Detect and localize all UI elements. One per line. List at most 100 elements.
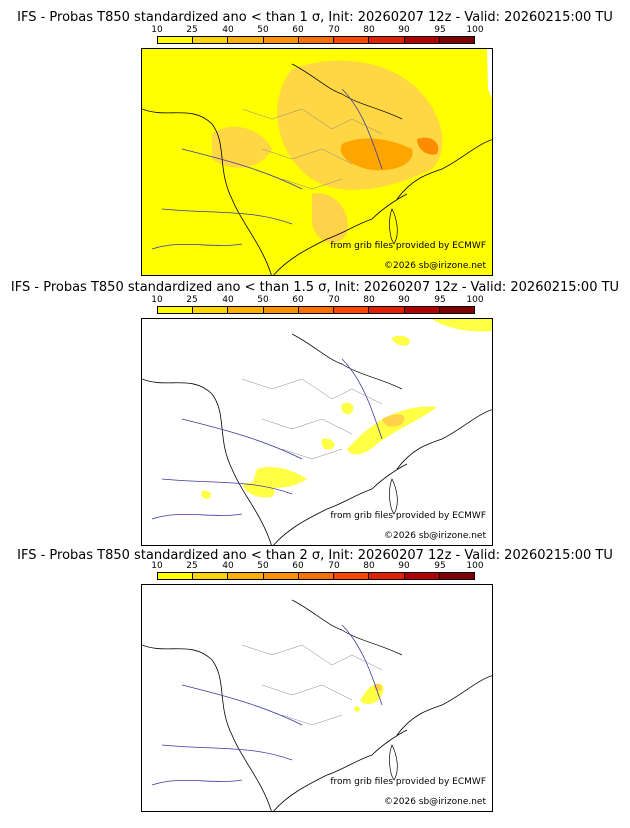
scale-swatch: [369, 307, 405, 313]
map-background: [142, 585, 492, 811]
copyright-credit: ©2026 sb@irizone.net: [384, 797, 486, 807]
border-line: [291, 599, 403, 656]
copyright-credit: ©2026 sb@irizone.net: [384, 261, 486, 271]
scale-swatch: [298, 307, 335, 313]
probability-25-area: [382, 414, 405, 427]
probability-25-area: [212, 126, 272, 168]
scale-tick: 80: [363, 561, 375, 571]
probability-10-area: [252, 467, 307, 489]
map-panel-3: IFS - Probas T850 standardized ano < tha…: [0, 546, 630, 822]
department-border: [241, 378, 383, 460]
scale-swatch: [369, 37, 405, 43]
scale-swatch: [193, 573, 229, 579]
probability-10-area: [354, 706, 360, 712]
coastline: [273, 463, 408, 545]
department-border: [241, 644, 383, 726]
no-data-area: [487, 49, 492, 99]
scale-tick: 95: [434, 561, 446, 571]
scale-tick: 50: [257, 295, 269, 305]
scale-tick: 40: [222, 25, 234, 35]
scale-swatch: [228, 573, 264, 579]
scale-tick: 50: [257, 561, 269, 571]
coastline: [273, 193, 408, 275]
probability-10-area: [432, 319, 492, 332]
probability-25-area: [312, 193, 348, 243]
scale-bar: [157, 306, 475, 314]
scale-tick: 10: [151, 295, 163, 305]
scale-swatch: [404, 37, 440, 43]
scale-tick: 95: [434, 25, 446, 35]
river: [151, 624, 383, 786]
scale-swatch: [439, 573, 474, 579]
panel-title: IFS - Probas T850 standardized ano < tha…: [17, 10, 613, 25]
scale-tick: 70: [328, 561, 340, 571]
map-panel-1: IFS - Probas T850 standardized ano < tha…: [0, 0, 630, 276]
scale-swatch: [334, 307, 370, 313]
scale-tick: 25: [186, 25, 198, 35]
scale-tick: 80: [363, 295, 375, 305]
scale-tick: 10: [151, 25, 163, 35]
coastline: [142, 644, 272, 811]
scale-tick: 100: [466, 561, 484, 571]
scale-tick: 90: [398, 295, 410, 305]
probability-10-area: [341, 402, 354, 415]
border-line: [291, 63, 403, 120]
source-credit: from grib files provided by ECMWF: [330, 511, 486, 521]
scale-swatch: [439, 37, 474, 43]
scale-tick: 95: [434, 295, 446, 305]
map-panel-2: IFS - Probas T850 standardized ano < tha…: [0, 278, 630, 554]
color-scale: 10 25 40 50 60 70 80 90 95 100: [151, 295, 484, 316]
scale-swatch: [263, 573, 299, 579]
scale-swatch: [369, 573, 405, 579]
scale-swatch: [298, 37, 335, 43]
river: [151, 358, 383, 520]
river: [151, 88, 383, 250]
scale-swatch: [158, 307, 194, 313]
scale-swatch: [404, 307, 440, 313]
scale-tick: 100: [466, 295, 484, 305]
scale-bar: [157, 36, 475, 44]
source-credit: from grib files provided by ECMWF: [330, 241, 486, 251]
probability-10-area: [321, 438, 335, 450]
probability-50-area: [417, 137, 439, 155]
scale-tick: 70: [328, 295, 340, 305]
border-line: [291, 333, 403, 390]
island: [389, 744, 398, 781]
scale-tick: 60: [292, 561, 304, 571]
border-line: [396, 139, 492, 200]
scale-swatch: [193, 37, 229, 43]
scale-tick: 10: [151, 561, 163, 571]
panel-title: IFS - Probas T850 standardized ano < tha…: [17, 548, 613, 563]
scale-tick: 60: [292, 25, 304, 35]
scale-swatch: [228, 37, 264, 43]
scale-swatch: [404, 573, 440, 579]
scale-swatch: [334, 573, 370, 579]
island: [389, 478, 398, 515]
scale-tick: 25: [186, 295, 198, 305]
coastline: [142, 378, 272, 545]
scale-tick: 25: [186, 561, 198, 571]
scale-swatch: [263, 307, 299, 313]
probability-10-area: [242, 482, 275, 498]
scale-swatch: [334, 37, 370, 43]
scale-swatch: [263, 37, 299, 43]
probability-map: from grib files provided by ECMWF ©2026 …: [141, 584, 493, 812]
probability-10-area: [347, 406, 437, 455]
color-scale: 10 25 40 50 60 70 80 90 95 100: [151, 25, 484, 46]
scale-tick: 90: [398, 561, 410, 571]
scale-tick: 70: [328, 25, 340, 35]
scale-swatch: [228, 307, 264, 313]
scale-tick: 60: [292, 295, 304, 305]
map-background: [142, 319, 492, 545]
scale-tick: 40: [222, 561, 234, 571]
probability-map: from grib files provided by ECMWF ©2026 …: [141, 48, 493, 276]
island: [389, 208, 398, 245]
coastline: [273, 729, 408, 811]
scale-swatch: [193, 307, 229, 313]
scale-swatch: [158, 37, 194, 43]
copyright-credit: ©2026 sb@irizone.net: [384, 531, 486, 541]
color-scale: 10 25 40 50 60 70 80 90 95 100: [151, 561, 484, 582]
department-border: [241, 108, 383, 190]
probability-10-area: [201, 490, 211, 499]
scale-bar: [157, 572, 475, 580]
